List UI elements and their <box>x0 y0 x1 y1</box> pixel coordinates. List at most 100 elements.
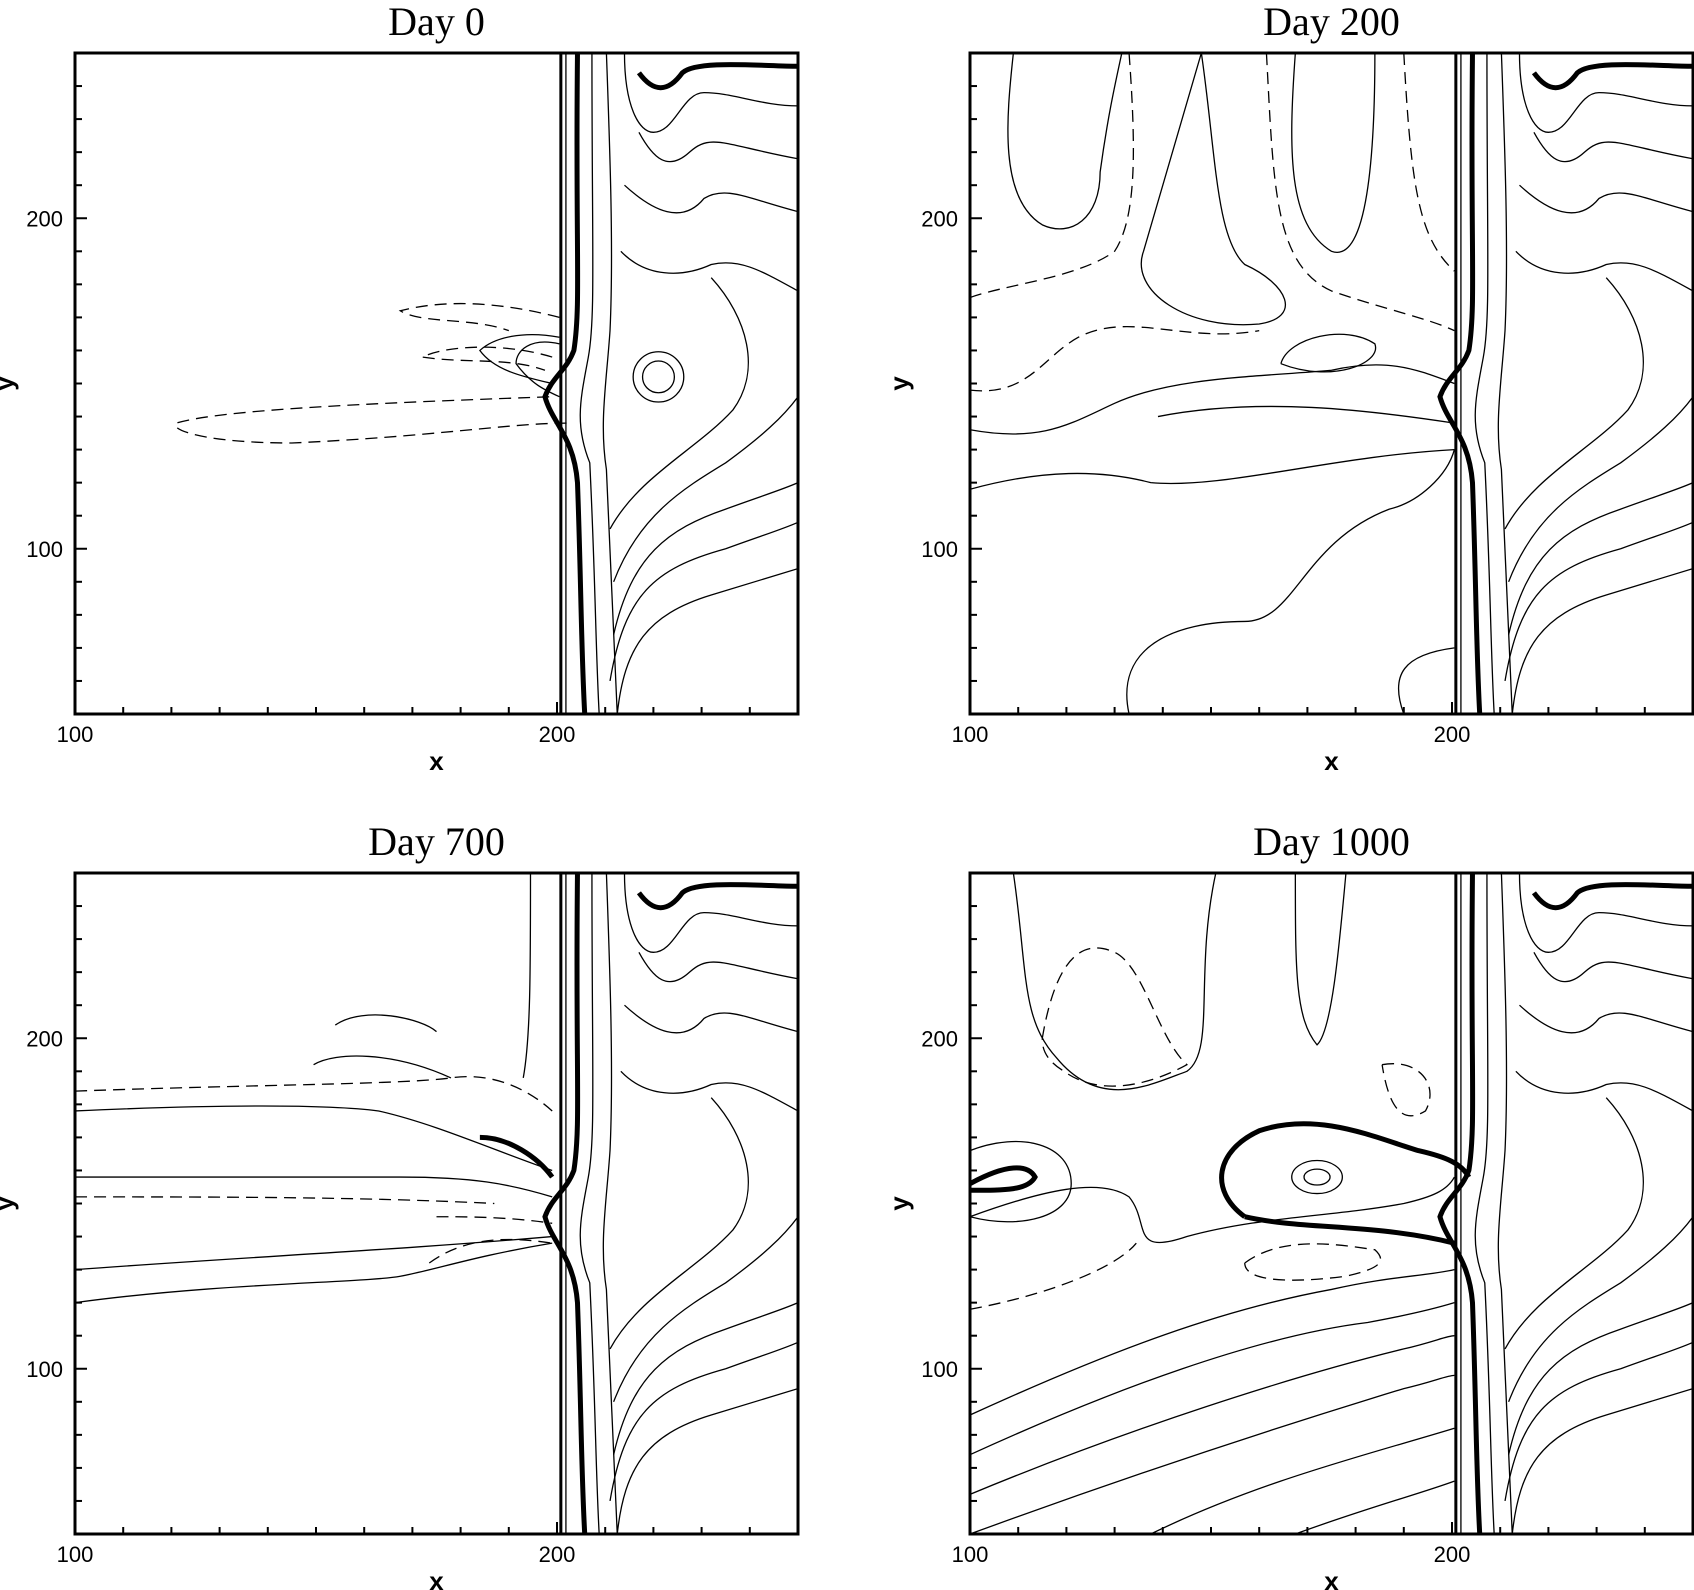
contour-line-14 <box>614 1217 798 1402</box>
contour-line-23 <box>335 1015 436 1032</box>
contour-line-17 <box>970 53 1133 298</box>
x-tick-label: 100 <box>952 1542 989 1567</box>
contour-line-21 <box>75 1243 552 1302</box>
y-tick-label: 100 <box>26 537 63 562</box>
contour-line-14 <box>614 397 798 582</box>
contour-line-30 <box>1042 948 1187 1086</box>
contour-line-13 <box>1509 1303 1693 1455</box>
contour-line-20 <box>970 365 1454 434</box>
contour-line-29 <box>970 1142 1071 1222</box>
contour-line-15 <box>610 278 748 529</box>
contour-line-22 <box>970 1177 1454 1243</box>
contour-line-12 <box>1505 522 1693 681</box>
x-tick-label: 200 <box>539 1542 576 1567</box>
contour-line-26 <box>437 1217 553 1224</box>
contour-line-17 <box>400 304 559 331</box>
contour-line-33 <box>1245 1244 1381 1280</box>
contour-line-10 <box>1516 1071 1693 1111</box>
contour-line-25 <box>1245 1217 1455 1243</box>
contour-line-6 <box>603 53 617 714</box>
contour-line-11 <box>617 1389 798 1534</box>
y-tick-label: 200 <box>26 1026 63 1051</box>
x-axis-label: x <box>429 1566 444 1590</box>
x-tick-label: 200 <box>1434 1542 1471 1567</box>
y-axis-label: y <box>884 376 914 391</box>
contour-line-12 <box>610 1342 798 1501</box>
y-axis-label: y <box>0 376 19 391</box>
contour-line-14 <box>1509 1217 1693 1402</box>
contour-line-27 <box>429 1239 552 1263</box>
contour-line-11 <box>617 569 798 714</box>
contour-line-18 <box>75 1177 552 1197</box>
contour-line-15 <box>610 1098 748 1349</box>
contour-line-1 <box>545 873 585 1534</box>
contour-line-19 <box>75 1197 494 1204</box>
contour-line-11 <box>1512 569 1693 714</box>
contour-line-26 <box>1281 334 1376 372</box>
contour-line-5 <box>580 873 599 1534</box>
contour-line-19 <box>480 335 560 384</box>
contour-line-13 <box>1509 483 1693 635</box>
panel-4: 100 200 100 200 Day 1000 x y <box>884 819 1694 1590</box>
contour-line-34 <box>1295 873 1346 1045</box>
contour-line-17 <box>970 1270 1454 1415</box>
contour-line-16 <box>175 397 566 443</box>
contour-line-2 <box>1534 885 1693 908</box>
contour-line-27 <box>1304 1169 1330 1185</box>
contour-line-20 <box>516 342 559 397</box>
panel-title: Day 0 <box>388 0 485 44</box>
contour-line-8 <box>639 952 798 981</box>
contour-line-8 <box>1534 952 1693 981</box>
contour-line-5 <box>580 53 599 714</box>
contour-line-16 <box>970 1303 1454 1455</box>
contour-line-6 <box>1498 53 1512 714</box>
contour-line-8 <box>639 132 798 161</box>
contour-line-24 <box>523 873 530 1078</box>
y-axis-label: y <box>884 1196 914 1211</box>
contour-line-22 <box>314 1056 451 1078</box>
contour-lines <box>970 873 1693 1534</box>
contour-line-18 <box>1158 406 1454 423</box>
x-tick-label: 200 <box>539 722 576 747</box>
contour-line-15 <box>1505 278 1643 529</box>
contour-line-1 <box>1440 53 1480 714</box>
contour-line-2 <box>1534 65 1693 88</box>
panel-1: 100 200 100 200 Day 0 x y <box>0 0 800 776</box>
contour-line-20 <box>1151 1428 1455 1534</box>
y-tick-label: 100 <box>921 537 958 562</box>
panel-title: Day 700 <box>368 819 505 864</box>
contour-line-25 <box>970 327 1259 391</box>
contour-line-8 <box>1534 132 1693 161</box>
contour-line-16 <box>75 1077 552 1111</box>
contour-line-12 <box>1505 1342 1693 1501</box>
x-tick-label: 100 <box>57 722 94 747</box>
contour-line-25 <box>480 1137 552 1177</box>
contour-line-9 <box>624 1005 798 1033</box>
contour-line-27 <box>1127 450 1455 714</box>
contour-line-31 <box>1013 873 1215 1090</box>
contour-line-23 <box>970 1243 1136 1309</box>
contour-line-15 <box>1505 1098 1643 1349</box>
contour-line-7 <box>624 873 798 952</box>
x-tick-label: 100 <box>952 722 989 747</box>
contour-lines <box>175 53 798 714</box>
contour-line-22 <box>1292 53 1375 252</box>
panel-title: Day 1000 <box>1253 819 1410 864</box>
contour-line-7 <box>624 53 798 132</box>
panel-2: 100 200 100 200 Day 200 x y <box>884 0 1694 776</box>
contour-line-14 <box>1509 397 1693 582</box>
contour-line-32 <box>1382 1064 1430 1116</box>
contour-line-11 <box>1512 1389 1693 1534</box>
contour-line-24 <box>1222 1124 1469 1217</box>
contour-line-21 <box>1141 53 1285 325</box>
y-tick-label: 200 <box>921 1026 958 1051</box>
contour-line-7 <box>1519 53 1693 132</box>
contour-line-23 <box>1266 53 1454 331</box>
contour-line-2 <box>639 885 798 908</box>
contour-line-13 <box>614 1303 798 1455</box>
contour-line-17 <box>75 1106 552 1170</box>
contour-line-18 <box>970 1336 1454 1495</box>
contour-line-7 <box>1519 873 1693 952</box>
panel-3: 100 200 100 200 Day 700 x y <box>0 819 800 1590</box>
